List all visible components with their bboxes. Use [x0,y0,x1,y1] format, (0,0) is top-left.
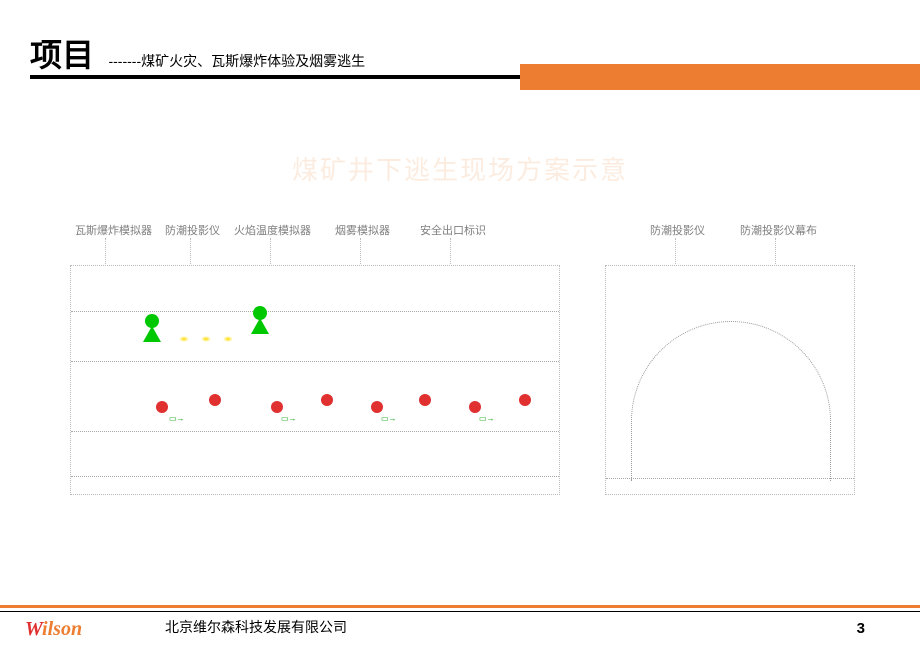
footer-divider [0,611,920,612]
flame-glow [201,336,211,342]
smoke-emitter-icon [156,401,168,413]
tunnel-line [71,361,559,363]
exit-arrow-icon: ▭→ [479,414,495,423]
exit-arrow-icon: ▭→ [281,414,297,423]
smoke-emitter-icon [209,394,221,406]
logo-w: W [25,618,42,640]
label-projector-right: 防潮投影仪 [650,222,705,238]
label-gas-explosion-sim: 瓦斯爆炸模拟器 [75,222,152,238]
title-sub: -------煤矿火灾、瓦斯爆炸体验及烟雾逃生 [108,51,365,71]
orange-accent-bar [520,64,920,90]
label-smoke-sim: 烟雾模拟器 [335,222,390,238]
label-exit-sign: 安全出口标识 [420,222,486,238]
footer: Wilson 北京维尔森科技发展有限公司 3 [0,605,920,651]
label-projector-screen: 防潮投影仪幕布 [740,222,817,238]
footer-page-number: 3 [857,620,865,637]
flame-glow [179,336,189,342]
smoke-emitter-icon [419,394,431,406]
faded-center-title: 煤矿井下逃生现场方案示意 [0,150,920,187]
wilson-logo: Wilson [25,618,82,641]
title-main: 项目 [30,30,94,76]
smoke-emitter-icon [271,401,283,413]
smoke-emitter-icon [321,394,333,406]
person-icon [249,306,271,334]
exit-arrow-icon: ▭→ [381,414,397,423]
smoke-emitter-icon [519,394,531,406]
tunnel-arch [631,321,831,481]
exit-arrow-icon: ▭→ [169,414,185,423]
smoke-emitter-icon [469,401,481,413]
label-flame-temp-sim: 火焰温度模拟器 [234,222,311,238]
tunnel-line [71,431,559,433]
flame-glow [223,336,233,342]
footer-company: 北京维尔森科技发展有限公司 [165,617,347,637]
ground-line [606,478,854,480]
diagram-right-panel [605,265,855,495]
diagram-left-panel: ▭→ ▭→ ▭→ ▭→ [70,265,560,495]
person-icon [141,314,163,342]
tunnel-line [71,311,559,313]
tunnel-line [71,476,559,478]
title-underline [30,75,520,79]
logo-rest: ilson [42,618,82,640]
smoke-emitter-icon [371,401,383,413]
label-projector: 防潮投影仪 [165,222,220,238]
